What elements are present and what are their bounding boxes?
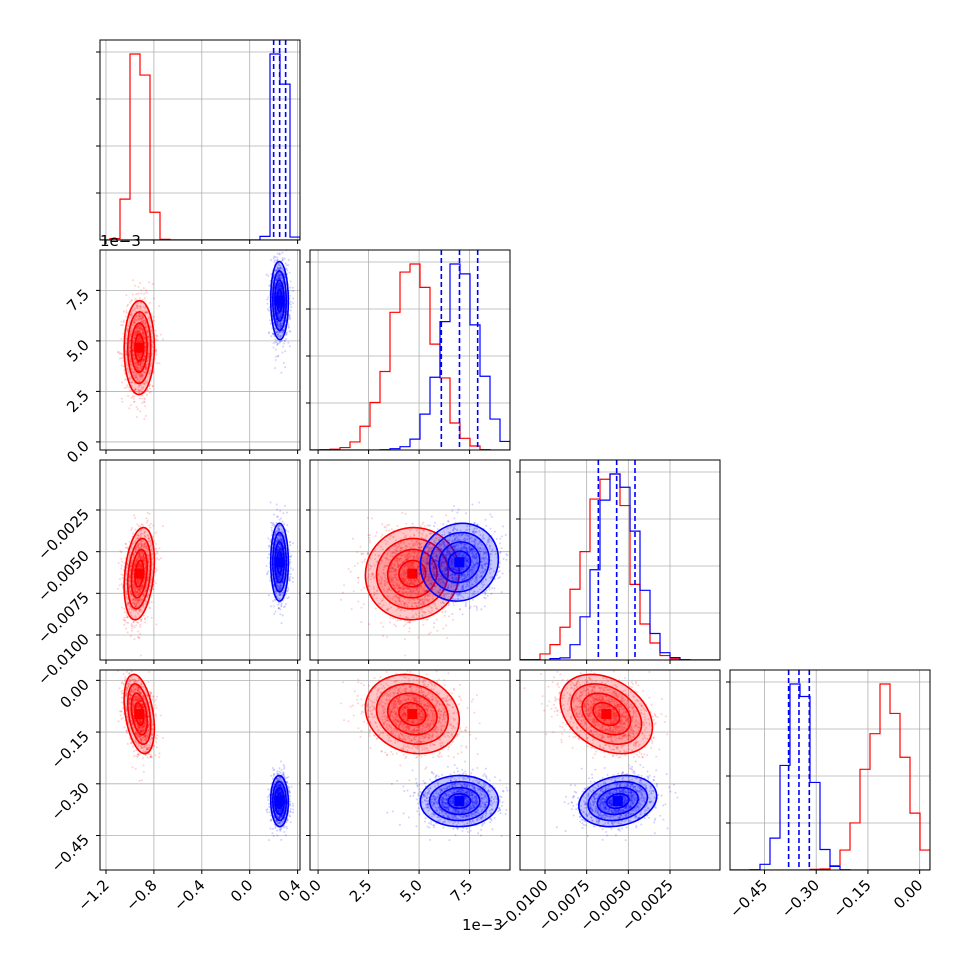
density-peak-red: [601, 709, 612, 720]
x-tick-label: 7.5: [447, 876, 477, 906]
density-peak-red: [134, 568, 145, 579]
y-tick-label: 0.0: [63, 437, 93, 467]
panel-frame: [99, 39, 301, 241]
y-tick-label: 5.0: [63, 336, 93, 366]
panel-frame: [309, 669, 511, 871]
histogram-blue: [730, 683, 930, 870]
panel-p0-p0: [96, 39, 301, 244]
x-tick-label: −1.2: [74, 876, 112, 914]
x-tick-label: 5.0: [396, 876, 426, 906]
density-peak-blue: [454, 796, 465, 807]
density-peak-red: [407, 709, 418, 720]
panel-frame: [519, 669, 721, 871]
density-peak-blue: [454, 557, 465, 568]
x-tick-label: 2.5: [346, 876, 376, 906]
histogram-blue: [520, 473, 720, 660]
density-peak-red: [134, 342, 145, 353]
x-tick-label: −0.8: [122, 876, 160, 914]
panel-p2-p0: −0.0100−0.0075−0.0050−0.0025: [34, 459, 301, 689]
density-peak-blue: [612, 796, 623, 807]
density-peak-blue: [274, 796, 285, 807]
panel-p2-p1: [306, 459, 511, 664]
x-tick-label: 0.00: [890, 876, 926, 912]
histogram-red: [310, 263, 510, 450]
y-tick-label: −0.30: [48, 779, 93, 824]
x-tick-label: 0.0: [295, 876, 325, 906]
panel-frame: [99, 669, 301, 871]
x-tick-label: −0.30: [778, 876, 823, 921]
histogram-blue: [100, 53, 300, 240]
histogram-red: [730, 683, 930, 870]
panel-p1-p1: [306, 249, 511, 454]
histogram-red: [520, 473, 720, 660]
density-peak-blue: [274, 557, 285, 568]
panel-p3-p3: −0.45 −0.30 −0.15 0.00: [726, 669, 931, 921]
panel-frame: [99, 459, 301, 661]
density-peak-red: [407, 568, 418, 579]
panel-p2-p2: [516, 459, 721, 664]
x-tick-label: −0.4: [170, 876, 208, 914]
panel-p1-p0: 0.0 2.5 5.0 7.5: [63, 249, 301, 467]
y-tick-label: −0.15: [48, 727, 93, 772]
density-peak-blue: [274, 295, 285, 306]
y-tick-label: 0.00: [56, 675, 92, 711]
panel-p3-p0: −0.45−0.30−0.150.00−1.2 −0.8 −0.4 0.0 0.4: [48, 669, 304, 915]
scatter-red: [340, 670, 481, 782]
scatter-blue: [555, 760, 679, 842]
panel-frame: [309, 459, 511, 661]
panel-frame: [99, 249, 301, 451]
panel-frame: [729, 669, 931, 871]
x-tick-label: 0.0: [227, 876, 257, 906]
density-peak-red: [134, 709, 145, 720]
panel-frame: [309, 249, 511, 451]
y-tick-label: 7.5: [63, 286, 93, 316]
x-tick-label: −0.15: [830, 876, 875, 921]
panel-frame: [519, 459, 721, 661]
y-tick-label: −0.45: [48, 831, 93, 876]
histogram-blue: [310, 263, 510, 450]
panel-p3-p1: 0.0 2.5 5.0 7.5: [295, 669, 511, 906]
y-offset-label: 1e−3: [100, 232, 141, 250]
x-offset-label: 1e−3: [462, 916, 503, 934]
x-tick-label: −0.45: [726, 876, 771, 921]
y-tick-label: 2.5: [63, 387, 93, 417]
panel-p3-p2: −0.0100−0.0075−0.0050−0.0025: [493, 669, 721, 935]
